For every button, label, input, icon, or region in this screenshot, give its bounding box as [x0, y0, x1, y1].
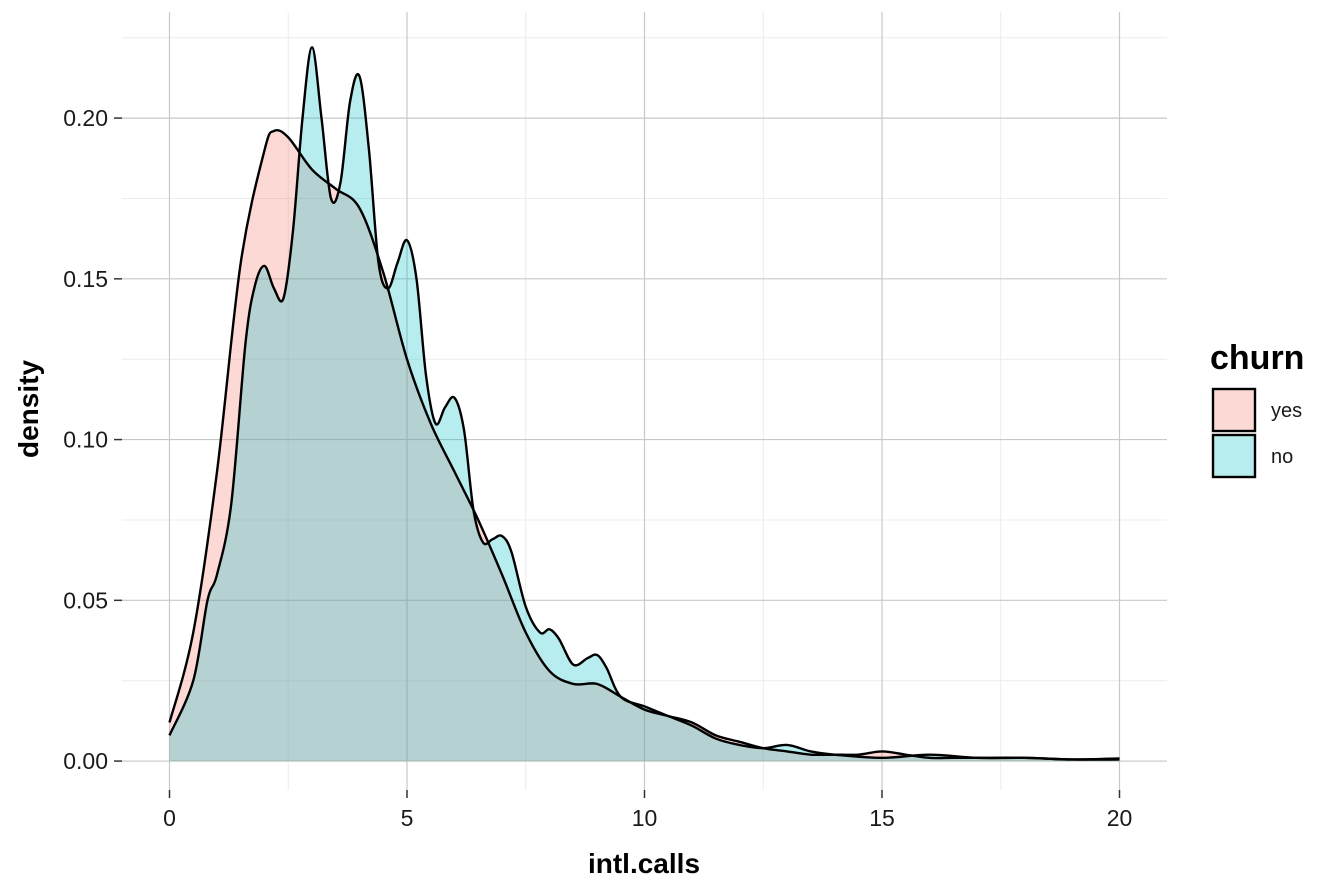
density-areas [168, 46, 1120, 762]
legend-title: churn [1210, 339, 1304, 377]
y-tick-label: 0.10 [63, 427, 108, 453]
density-line-no [168, 46, 1120, 761]
density-area-yes [169, 130, 1120, 762]
x-tick-label: 5 [401, 805, 414, 831]
y-tick-label: 0.05 [63, 587, 108, 613]
y-tick-label: 0.15 [63, 266, 108, 292]
legend-label-no: no [1271, 446, 1293, 468]
legend-key-no [1211, 433, 1257, 479]
x-tick-label: 15 [869, 805, 895, 831]
x-axis-title: intl.calls [588, 848, 700, 879]
y-tick-label: 0.20 [63, 105, 108, 131]
legend-item-no: no [1211, 433, 1293, 479]
x-tick-label: 20 [1107, 805, 1133, 831]
legend: churn yes no [1210, 339, 1304, 479]
y-axis-title: density [13, 360, 44, 458]
density-line-yes [168, 128, 1120, 761]
axes: 0 5 10 15 20 0.00 0.05 0.10 0.15 0.20 [63, 105, 1132, 831]
legend-label-yes: yes [1271, 400, 1302, 422]
x-tick-label: 10 [632, 805, 658, 831]
y-tick-label: 0.00 [63, 748, 108, 774]
legend-item-yes: yes [1211, 387, 1302, 433]
legend-key-yes [1211, 387, 1257, 433]
grid-lines [122, 12, 1167, 790]
x-tick-label: 0 [163, 805, 176, 831]
density-area-no [169, 47, 1120, 762]
